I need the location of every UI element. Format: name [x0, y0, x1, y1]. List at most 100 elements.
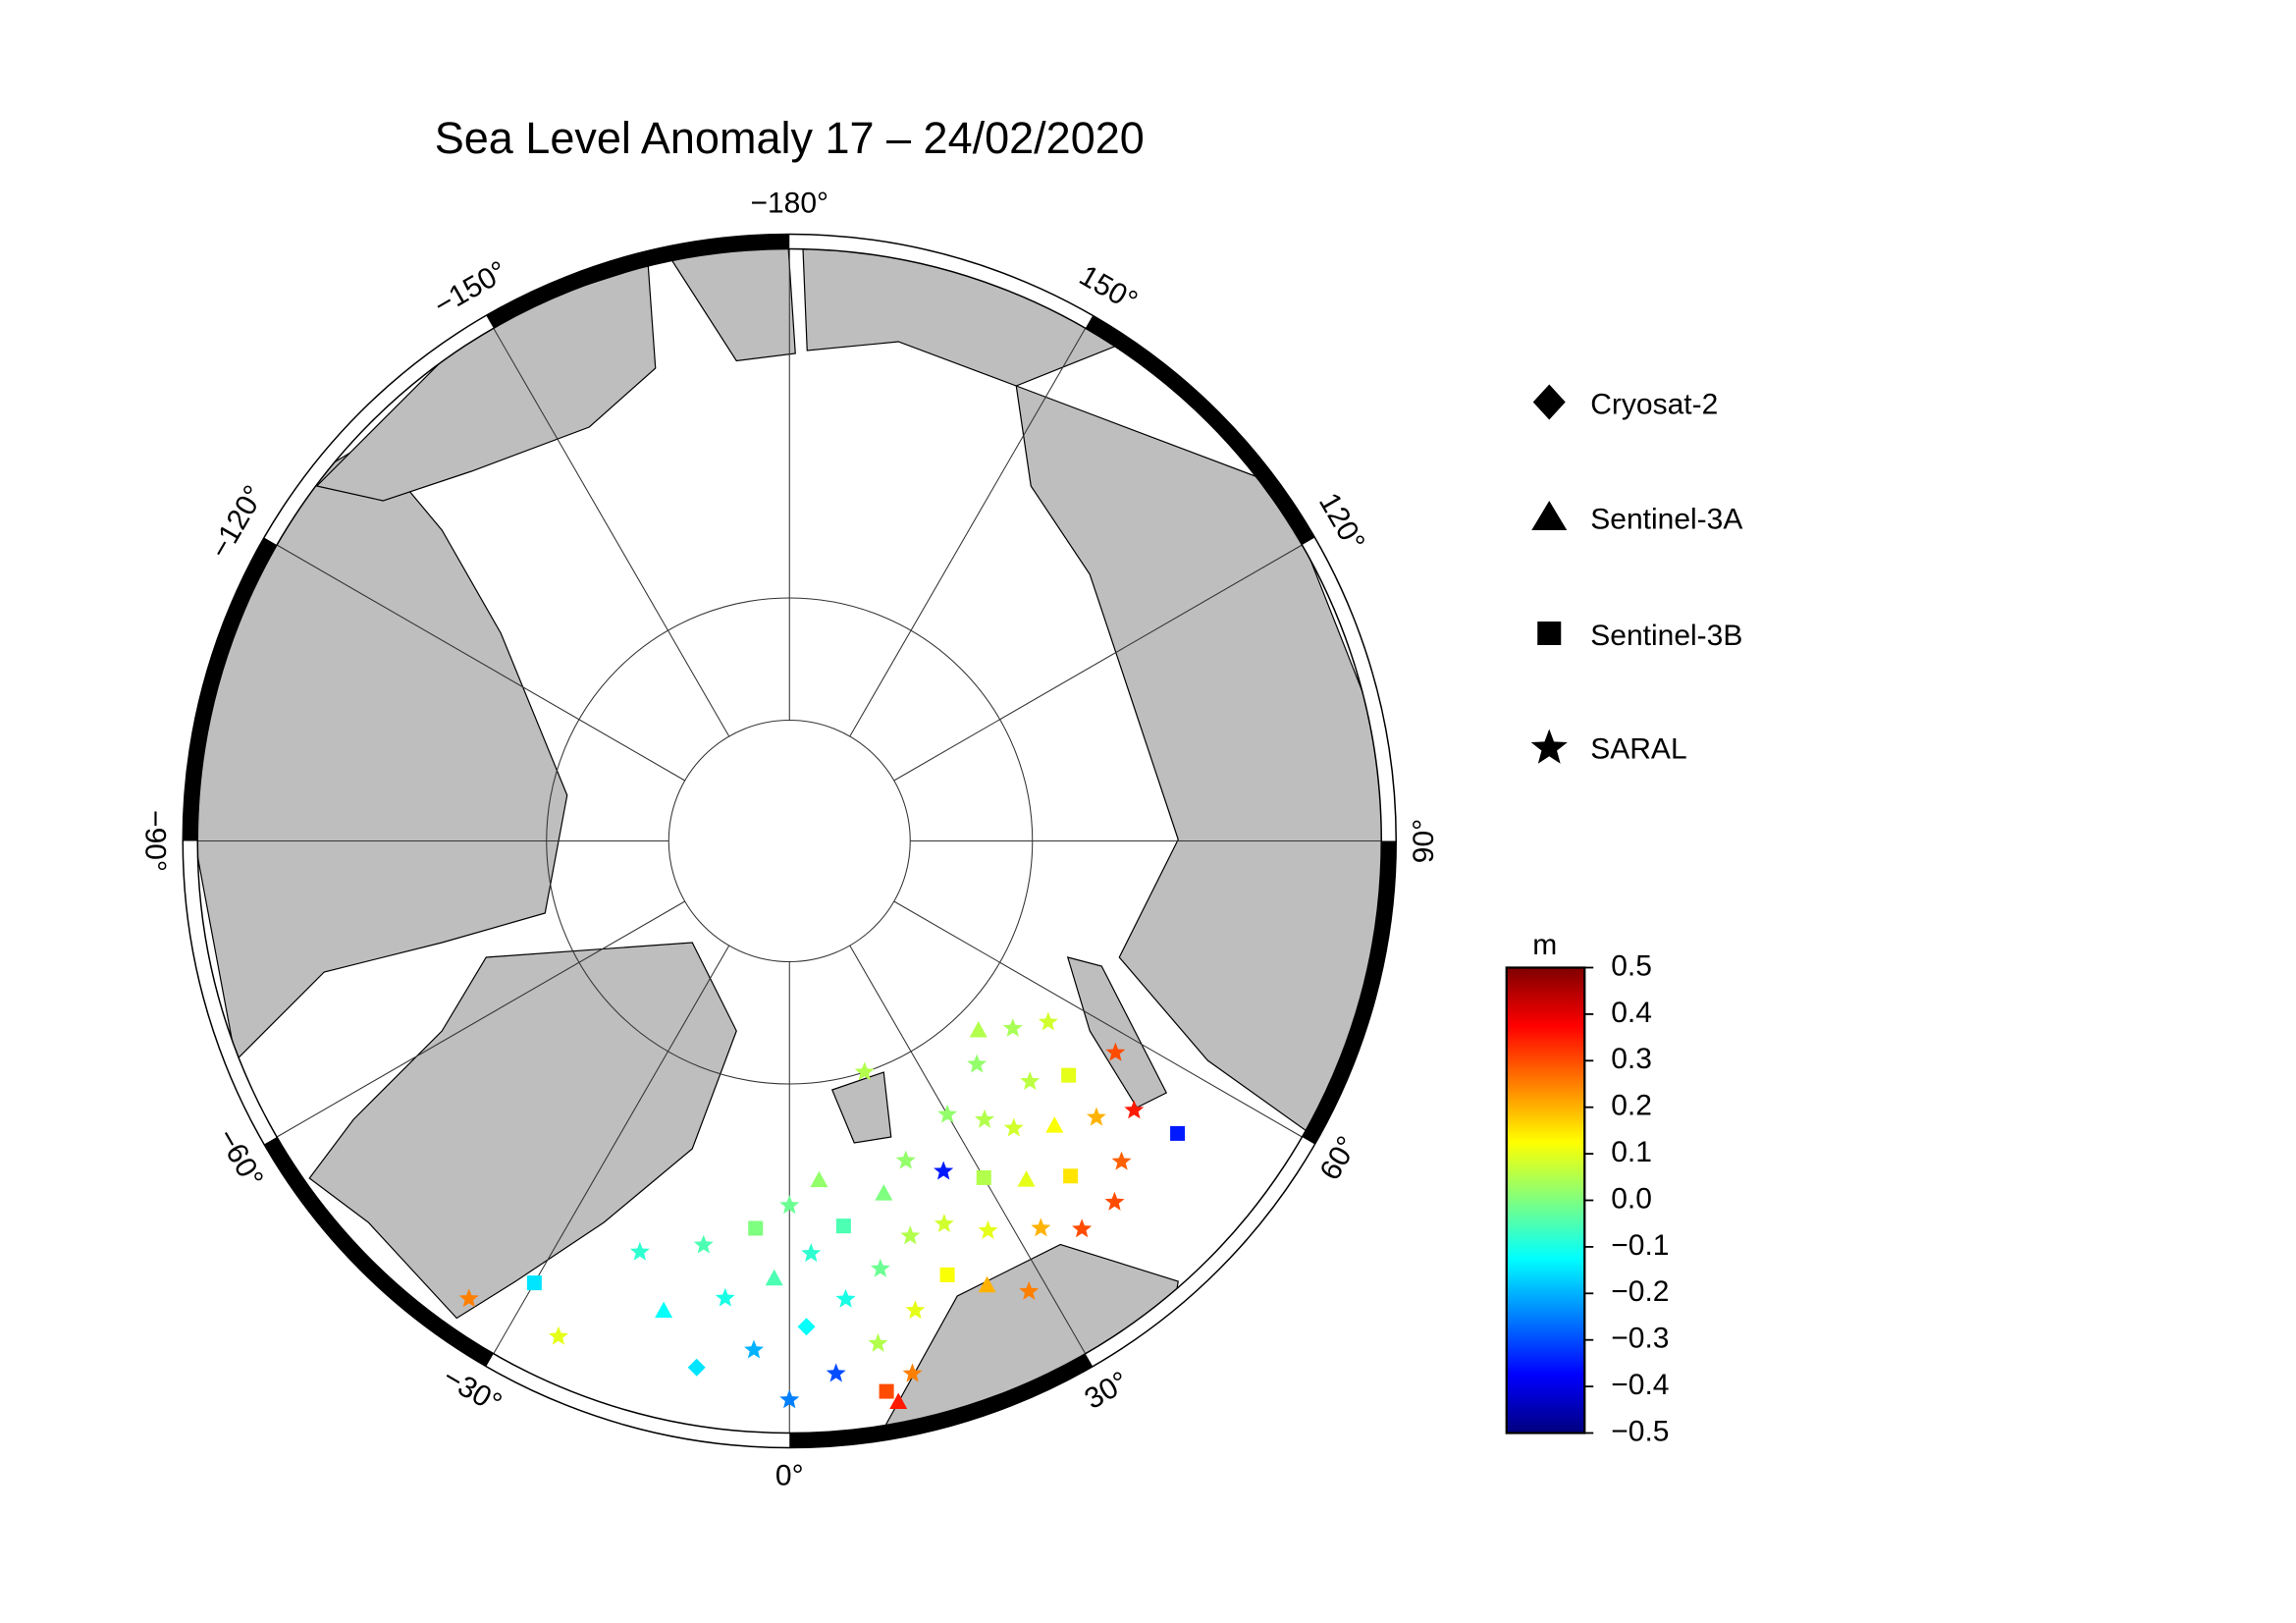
observation-saral	[1031, 1217, 1051, 1237]
observation-saral	[1038, 1011, 1058, 1031]
legend-star	[1530, 729, 1568, 764]
longitude-label: 90°	[1408, 819, 1440, 863]
observation-saral	[826, 1363, 846, 1382]
observation-sentinel3b	[526, 1275, 542, 1291]
observation-saral	[902, 1363, 923, 1382]
observation-sentinel3a	[765, 1269, 783, 1286]
observation-saral	[1002, 1017, 1023, 1037]
observation-saral	[835, 1288, 856, 1308]
legend-label: Cryosat-2	[1590, 389, 1718, 421]
observation-saral	[905, 1300, 926, 1320]
observation-saral	[779, 1195, 800, 1215]
legend-square	[1537, 622, 1562, 645]
legend: Cryosat-2 Sentinel-3A Sentinel-3B SARAL	[1530, 384, 1742, 766]
observation-saral	[458, 1288, 479, 1308]
frame-segment	[1085, 315, 1315, 546]
longitude-label: −30°	[438, 1361, 507, 1420]
observation-saral	[870, 1258, 890, 1277]
colorbar-tick-label: −0.5	[1611, 1415, 1669, 1447]
longitude-label: 150°	[1074, 259, 1143, 318]
observation-sentinel3b	[1061, 1067, 1077, 1083]
observation-saral	[1124, 1100, 1145, 1119]
colorbar-tick-label: 0.5	[1611, 949, 1652, 982]
observation-sentinel3b	[976, 1169, 991, 1185]
observation-saral	[1111, 1151, 1132, 1170]
observation-sentinel3a	[655, 1301, 673, 1319]
observation-saral	[868, 1332, 888, 1352]
observation-saral	[1020, 1070, 1041, 1090]
meridian	[276, 900, 685, 1138]
longitude-label: −90°	[138, 810, 171, 872]
observation-saral	[1072, 1218, 1093, 1238]
observation-saral	[974, 1109, 995, 1128]
legend-label: Sentinel-3B	[1590, 620, 1742, 652]
observation-sentinel3b	[1063, 1168, 1079, 1184]
meridian	[849, 945, 1087, 1354]
map: −180°−150°−120°−90°−60°−30°0°30°60°90°12…	[138, 187, 1440, 1491]
colorbar-tick-label: 0.3	[1611, 1043, 1652, 1075]
observation-saral	[978, 1219, 998, 1239]
observation-saral	[1086, 1107, 1106, 1126]
colorbar-tick-label: −0.4	[1611, 1369, 1669, 1401]
meridian	[849, 328, 1087, 737]
observation-saral	[900, 1225, 921, 1245]
meridian	[276, 544, 685, 782]
observation-saral	[854, 1061, 875, 1081]
longitude-label: 0°	[775, 1459, 804, 1491]
frame-segment	[264, 1136, 494, 1367]
observation-saral	[934, 1214, 954, 1233]
observation-saral	[895, 1150, 916, 1169]
meridian	[893, 544, 1303, 782]
observation-saral	[715, 1287, 735, 1307]
colorbar-tick-label: 0.2	[1611, 1090, 1652, 1122]
frame-segment	[486, 234, 790, 329]
observation-sentinel3b	[879, 1383, 894, 1399]
colorbar-unit: m	[1532, 929, 1557, 961]
observation-sentinel3b	[748, 1220, 764, 1236]
legend-triangle	[1531, 501, 1568, 530]
map-title: Sea Level Anomaly 17 – 24/02/2020	[435, 113, 1145, 163]
observation-sentinel3a	[875, 1184, 893, 1201]
observation-saral	[1105, 1042, 1126, 1061]
observation-sentinel3a	[1017, 1170, 1036, 1187]
colorbar-tick-label: 0.4	[1611, 997, 1652, 1029]
colorbar-body	[1505, 966, 1586, 1434]
observation-saral	[1003, 1117, 1024, 1137]
longitude-label: 60°	[1313, 1131, 1363, 1186]
colorbar-tick-label: 0.1	[1611, 1136, 1652, 1168]
colorbar-tick-label: −0.1	[1611, 1229, 1669, 1262]
observation-sentinel3b	[1170, 1125, 1186, 1141]
colorbar: m 0.5 0.4 0.3 0.2 0.1 0.0 −0.1 −0.2 −0.3 −0.4 −0.5	[1505, 929, 1669, 1447]
legend-label: Sentinel-3A	[1590, 504, 1742, 536]
observation-saral	[744, 1339, 764, 1359]
frame-segment	[789, 1353, 1094, 1448]
colorbar-tick-label: 0.0	[1611, 1182, 1652, 1215]
observation-sentinel3a	[978, 1275, 996, 1293]
longitude-label: −60°	[210, 1123, 269, 1193]
observation-sentinel3a	[969, 1021, 988, 1038]
land	[197, 248, 1382, 1434]
longitude-label: 120°	[1312, 488, 1371, 557]
observation-saral	[629, 1241, 650, 1261]
meridian	[893, 900, 1303, 1138]
observation-saral	[1019, 1280, 1040, 1300]
frame-segment	[1302, 840, 1397, 1145]
longitude-label: 30°	[1080, 1366, 1135, 1416]
legend-label: SARAL	[1590, 733, 1686, 766]
observation-saral	[779, 1389, 800, 1409]
meridian	[493, 328, 730, 737]
frame: −180°−150°−120°−90°−60°−30°0°30°60°90°12…	[138, 187, 1440, 1491]
colorbar-tick-label: −0.2	[1611, 1275, 1669, 1308]
observation-saral	[934, 1161, 954, 1180]
observation-saral	[801, 1243, 822, 1263]
observation-cryosat	[797, 1318, 816, 1336]
observation-sentinel3b	[939, 1267, 955, 1282]
observation-saral	[548, 1325, 568, 1345]
observation-cryosat	[687, 1358, 706, 1377]
legend-diamond	[1532, 384, 1566, 420]
observation-sentinel3a	[1045, 1116, 1064, 1133]
observation-saral	[1104, 1191, 1125, 1211]
frame-segment	[183, 537, 278, 841]
observation-sentinel3a	[889, 1392, 908, 1409]
